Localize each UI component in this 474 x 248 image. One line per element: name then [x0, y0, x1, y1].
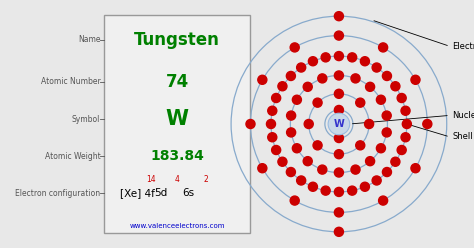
- Circle shape: [334, 12, 344, 21]
- Circle shape: [272, 93, 281, 102]
- Circle shape: [290, 43, 299, 52]
- Text: 4: 4: [175, 175, 180, 184]
- Circle shape: [286, 71, 295, 81]
- Circle shape: [365, 157, 374, 166]
- Circle shape: [365, 82, 374, 91]
- Circle shape: [365, 120, 374, 128]
- Text: Atomic Number: Atomic Number: [41, 77, 100, 86]
- Circle shape: [304, 120, 313, 128]
- Text: Tungsten: Tungsten: [134, 31, 220, 49]
- Circle shape: [334, 52, 344, 61]
- Text: 183.84: 183.84: [150, 149, 204, 163]
- Circle shape: [287, 111, 296, 120]
- Circle shape: [297, 63, 306, 72]
- FancyBboxPatch shape: [104, 15, 250, 233]
- Text: Name: Name: [78, 35, 100, 44]
- Circle shape: [376, 144, 385, 153]
- Text: Electron configuration: Electron configuration: [15, 189, 100, 198]
- Text: 5d: 5d: [154, 188, 167, 198]
- Circle shape: [334, 133, 344, 143]
- Circle shape: [334, 150, 344, 159]
- Circle shape: [268, 106, 277, 115]
- Circle shape: [334, 31, 344, 40]
- Circle shape: [383, 167, 392, 177]
- Circle shape: [278, 82, 287, 91]
- Circle shape: [334, 208, 344, 217]
- Circle shape: [309, 57, 318, 66]
- Circle shape: [292, 95, 301, 104]
- Circle shape: [268, 133, 277, 142]
- Circle shape: [321, 186, 330, 195]
- Circle shape: [383, 71, 392, 81]
- Circle shape: [356, 98, 365, 107]
- Circle shape: [382, 111, 391, 120]
- Circle shape: [397, 146, 406, 155]
- Circle shape: [313, 141, 322, 150]
- Circle shape: [313, 98, 322, 107]
- Circle shape: [423, 120, 432, 128]
- Circle shape: [376, 95, 385, 104]
- Circle shape: [297, 176, 306, 185]
- Circle shape: [334, 227, 344, 236]
- Text: Symbol: Symbol: [72, 115, 100, 124]
- Text: W: W: [334, 119, 344, 129]
- Circle shape: [397, 93, 406, 102]
- Circle shape: [328, 113, 350, 135]
- Text: [Xe] 4f: [Xe] 4f: [120, 188, 155, 198]
- Circle shape: [347, 53, 357, 62]
- Circle shape: [334, 89, 344, 98]
- Circle shape: [334, 187, 344, 196]
- Circle shape: [391, 82, 400, 91]
- Circle shape: [356, 141, 365, 150]
- Text: 2: 2: [203, 175, 208, 184]
- Circle shape: [318, 74, 327, 83]
- Circle shape: [402, 120, 411, 128]
- Circle shape: [411, 75, 420, 84]
- Circle shape: [318, 165, 327, 174]
- Circle shape: [303, 82, 312, 91]
- Circle shape: [401, 106, 410, 115]
- Circle shape: [334, 168, 344, 177]
- Circle shape: [290, 196, 299, 205]
- Text: Shell: Shell: [452, 132, 473, 141]
- Circle shape: [351, 74, 360, 83]
- Circle shape: [292, 144, 301, 153]
- Text: 14: 14: [146, 175, 155, 184]
- Circle shape: [411, 164, 420, 173]
- Circle shape: [246, 120, 255, 128]
- Circle shape: [401, 133, 410, 142]
- Text: Nucleus: Nucleus: [452, 111, 474, 120]
- Circle shape: [286, 167, 295, 177]
- Circle shape: [347, 186, 357, 195]
- Circle shape: [379, 196, 388, 205]
- Circle shape: [258, 164, 267, 173]
- Circle shape: [303, 157, 312, 166]
- Circle shape: [351, 165, 360, 174]
- Circle shape: [382, 128, 391, 137]
- Circle shape: [360, 57, 369, 66]
- Text: 74: 74: [165, 73, 189, 91]
- Text: 6s: 6s: [182, 188, 195, 198]
- Text: Electron: Electron: [452, 42, 474, 51]
- Text: Atomic Weight: Atomic Weight: [45, 152, 100, 161]
- Circle shape: [379, 43, 388, 52]
- Circle shape: [258, 75, 267, 84]
- Circle shape: [372, 63, 381, 72]
- Text: www.valenceelectrons.com: www.valenceelectrons.com: [129, 223, 225, 229]
- Circle shape: [334, 71, 344, 80]
- Circle shape: [278, 157, 287, 166]
- Circle shape: [266, 120, 275, 128]
- Circle shape: [391, 157, 400, 166]
- Text: W: W: [166, 109, 189, 129]
- Circle shape: [309, 182, 318, 191]
- Circle shape: [360, 182, 369, 191]
- Circle shape: [321, 53, 330, 62]
- Circle shape: [287, 128, 296, 137]
- Circle shape: [372, 176, 381, 185]
- Circle shape: [334, 105, 344, 115]
- Circle shape: [272, 146, 281, 155]
